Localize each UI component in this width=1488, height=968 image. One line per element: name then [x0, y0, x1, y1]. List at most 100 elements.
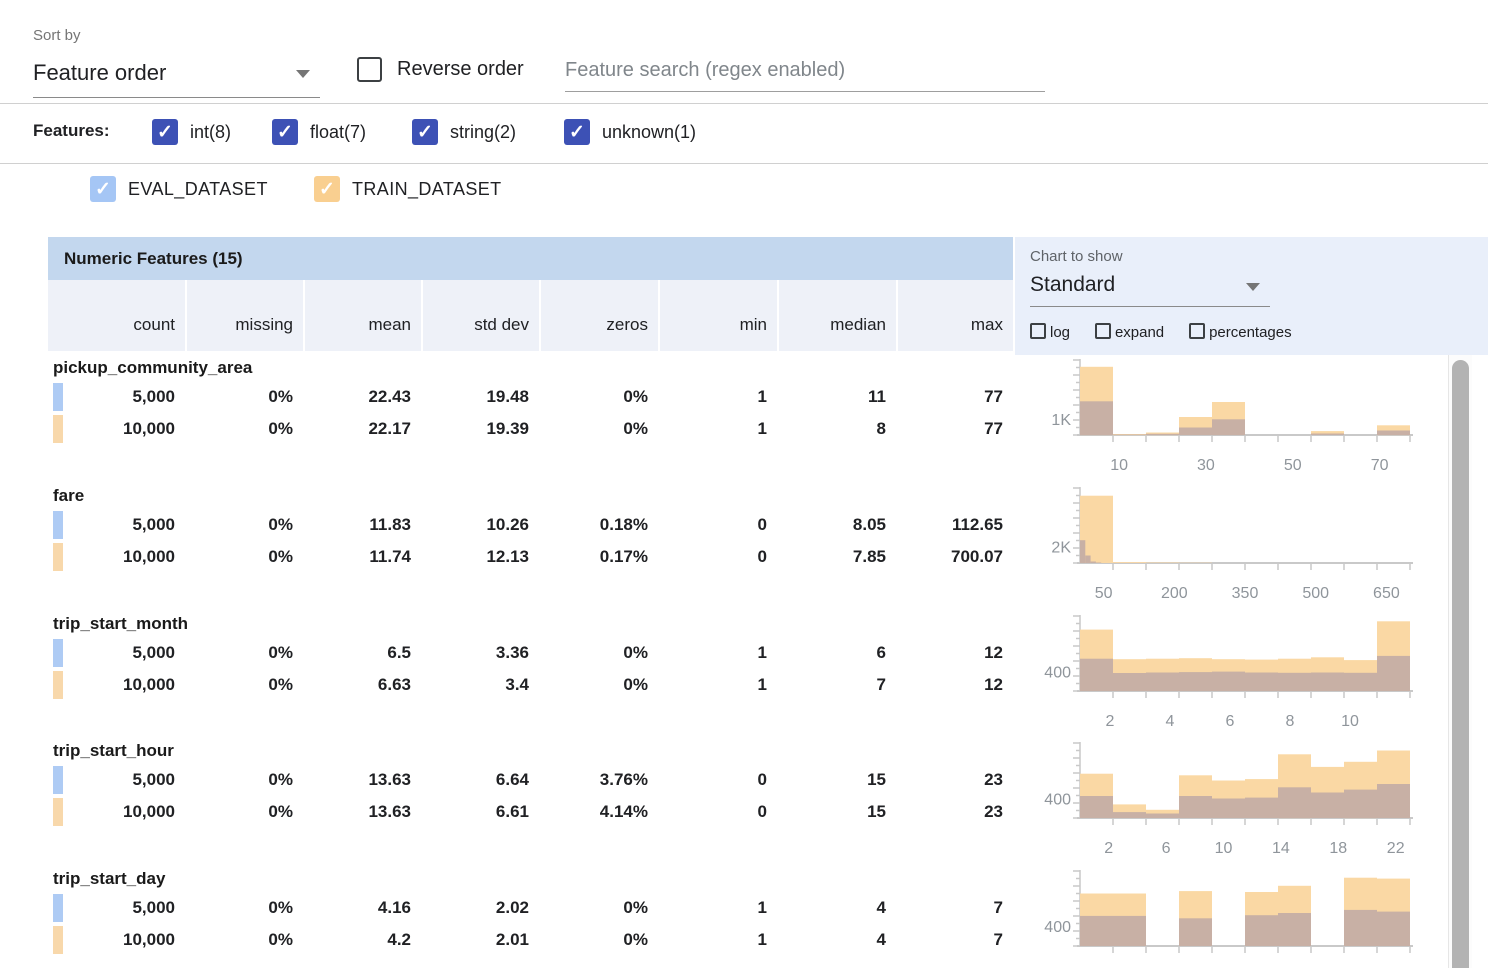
feature-name: trip_start_hour — [53, 741, 174, 761]
stat-cell: 0% — [187, 542, 303, 572]
stat-cell: 1 — [660, 925, 777, 955]
stat-cell: 0 — [660, 797, 777, 827]
expand-label: expand — [1115, 324, 1164, 341]
stat-cell: 6.5 — [305, 638, 421, 668]
svg-text:6: 6 — [1162, 840, 1171, 857]
feature-histogram: 2K50200350500650 — [1030, 486, 1420, 613]
stat-cell: 1 — [660, 638, 777, 668]
check-icon: ✓ — [569, 121, 585, 144]
filter-checkbox-float[interactable]: ✓ — [272, 119, 298, 145]
column-header-std-dev: std dev — [423, 280, 539, 351]
stat-cell: 1 — [660, 414, 777, 444]
numeric-features-title: Numeric Features (15) — [64, 249, 243, 269]
column-header-count: count — [48, 280, 185, 351]
stat-cell: 4.14% — [541, 797, 658, 827]
stat-cell: 19.48 — [423, 382, 539, 412]
stat-cell: 7.85 — [779, 542, 896, 572]
stat-cell: 0.18% — [541, 510, 658, 540]
stat-cell: 1 — [660, 382, 777, 412]
stat-cell: 6.64 — [423, 765, 539, 795]
column-header-median: median — [779, 280, 896, 351]
stat-cell: 7 — [898, 893, 1013, 923]
reverse-order-checkbox[interactable] — [357, 57, 382, 82]
stat-cell: 8 — [779, 414, 896, 444]
check-icon: ✓ — [157, 121, 173, 144]
stat-cell: 22.43 — [305, 382, 421, 412]
svg-text:400: 400 — [1044, 665, 1071, 682]
stat-cell: 6.61 — [423, 797, 539, 827]
chart-type-dropdown[interactable]: Standard — [1030, 269, 1270, 307]
stat-cell: 13.63 — [305, 765, 421, 795]
facets-overview: Sort by Feature order Reverse order Feat… — [0, 0, 1488, 968]
feature-histogram: 400246810 — [1030, 614, 1420, 741]
chevron-down-icon — [296, 70, 310, 78]
stat-cell: 8.05 — [779, 510, 896, 540]
numeric-features-header: Numeric Features (15) — [48, 237, 1013, 280]
chart-to-show-label: Chart to show — [1030, 248, 1123, 265]
vertical-scrollbar[interactable] — [1448, 355, 1472, 968]
stat-cell: 3.76% — [541, 765, 658, 795]
stat-cell: 4.16 — [305, 893, 421, 923]
svg-text:10: 10 — [1215, 840, 1233, 857]
eval-dataset-label: EVAL_DATASET — [128, 179, 268, 200]
stat-cell: 0% — [541, 925, 658, 955]
svg-text:4: 4 — [1166, 713, 1175, 730]
train-dataset-checkbox[interactable]: ✓ — [314, 176, 340, 202]
filter-checkbox-string[interactable]: ✓ — [412, 119, 438, 145]
expand-checkbox[interactable] — [1095, 323, 1111, 339]
stat-cell: 0% — [541, 382, 658, 412]
stat-cell: 4 — [779, 925, 896, 955]
divider — [0, 103, 1488, 104]
stat-cell: 11.74 — [305, 542, 421, 572]
reverse-order-label: Reverse order — [397, 58, 524, 81]
stat-cell: 10,000 — [48, 414, 185, 444]
svg-text:18: 18 — [1329, 840, 1347, 857]
svg-text:400: 400 — [1044, 791, 1071, 808]
stat-cell: 2.02 — [423, 893, 539, 923]
divider — [0, 163, 1488, 164]
stat-cell: 0% — [187, 638, 303, 668]
feature-histogram: 400 2 6 10 14 18 22 — [1030, 741, 1420, 868]
svg-text:10: 10 — [1341, 713, 1359, 730]
filter-checkbox-int[interactable]: ✓ — [152, 119, 178, 145]
svg-text:14: 14 — [1272, 840, 1290, 857]
scrollbar-thumb[interactable] — [1452, 360, 1469, 968]
filter-label-int: int(8) — [190, 122, 231, 143]
chevron-down-icon — [1246, 283, 1260, 291]
stat-cell: 4.2 — [305, 925, 421, 955]
stat-cell: 1 — [660, 670, 777, 700]
svg-text:650: 650 — [1373, 585, 1400, 602]
stat-cell: 10.26 — [423, 510, 539, 540]
stat-cell: 700.07 — [898, 542, 1013, 572]
stat-cell: 23 — [898, 797, 1013, 827]
svg-text:2K: 2K — [1051, 540, 1071, 557]
stat-cell: 112.65 — [898, 510, 1013, 540]
percentages-checkbox[interactable] — [1189, 323, 1205, 339]
stat-cell: 10,000 — [48, 797, 185, 827]
sort-by-dropdown[interactable]: Feature order — [33, 52, 320, 98]
stat-cell: 12.13 — [423, 542, 539, 572]
filter-checkbox-unknown[interactable]: ✓ — [564, 119, 590, 145]
stat-cell: 0% — [187, 414, 303, 444]
feature-search-input[interactable] — [565, 50, 1045, 92]
stat-cell: 0 — [660, 542, 777, 572]
svg-text:70: 70 — [1371, 457, 1389, 474]
feature-name: trip_start_day — [53, 869, 165, 889]
svg-text:22: 22 — [1387, 840, 1405, 857]
log-checkbox[interactable] — [1030, 323, 1046, 339]
stat-cell: 0% — [541, 670, 658, 700]
stat-cell: 3.36 — [423, 638, 539, 668]
svg-text:2: 2 — [1104, 840, 1113, 857]
svg-text:400: 400 — [1044, 919, 1071, 936]
stat-cell: 0% — [187, 925, 303, 955]
svg-text:30: 30 — [1197, 457, 1215, 474]
svg-text:350: 350 — [1232, 585, 1259, 602]
stat-cell: 0% — [187, 797, 303, 827]
features-filter-label: Features: — [33, 121, 110, 141]
stat-cell: 4 — [779, 893, 896, 923]
eval-dataset-checkbox[interactable]: ✓ — [90, 176, 116, 202]
svg-text:6: 6 — [1226, 713, 1235, 730]
filter-label-float: float(7) — [310, 122, 366, 143]
stat-cell: 0% — [187, 670, 303, 700]
sort-by-value: Feature order — [33, 60, 166, 86]
